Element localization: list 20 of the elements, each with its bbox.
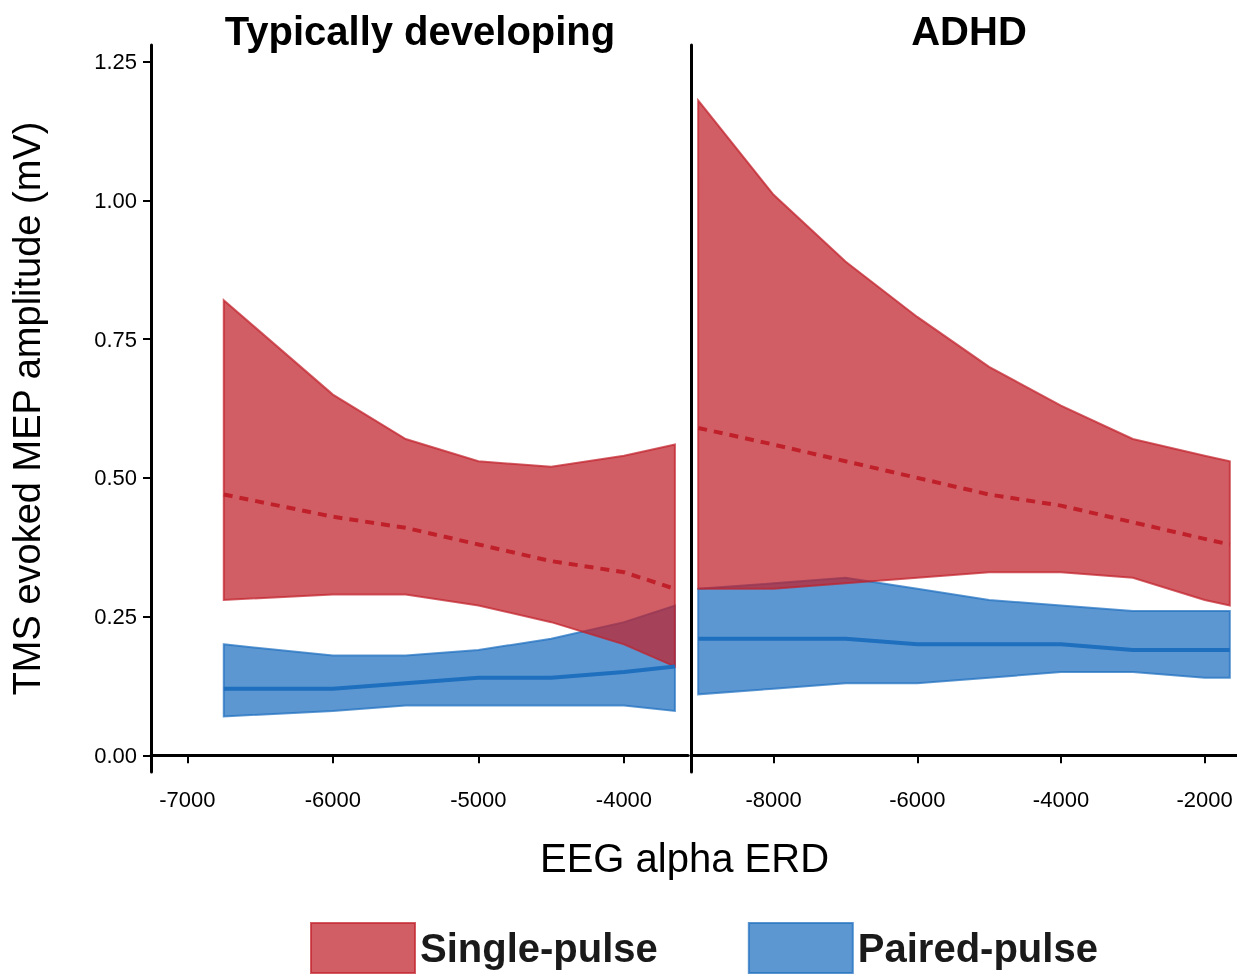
x-tick-label: -4000 xyxy=(1032,786,1090,812)
x-tick-label: -6000 xyxy=(889,786,946,812)
chart-title: ADHD xyxy=(911,9,1027,53)
x-tick-label: -8000 xyxy=(745,786,802,812)
x-tick-label: -2000 xyxy=(1176,786,1233,812)
chart-title: Typically developing xyxy=(224,9,616,53)
legend-label: Single-pulse xyxy=(420,926,658,970)
x-tick-label: -6000 xyxy=(304,786,362,812)
x-axis-title: EEG alpha ERD xyxy=(540,836,830,880)
y-tick-label: 1.25 xyxy=(94,49,137,75)
legend-label: Paired-pulse xyxy=(857,926,1098,970)
x-tick-label: -4000 xyxy=(595,786,653,812)
y-tick-label: 0.75 xyxy=(94,326,137,352)
y-axis-title: TMS evoked MEP amplitude (mV) xyxy=(6,121,48,696)
y-tick-label: 0.50 xyxy=(94,465,137,491)
y-tick-label: 0.25 xyxy=(94,604,137,630)
x-tick-label: -5000 xyxy=(450,786,507,812)
x-tick-label: -7000 xyxy=(159,786,216,812)
y-tick-label: 0.00 xyxy=(94,742,137,768)
y-tick-label: 1.00 xyxy=(94,187,137,213)
